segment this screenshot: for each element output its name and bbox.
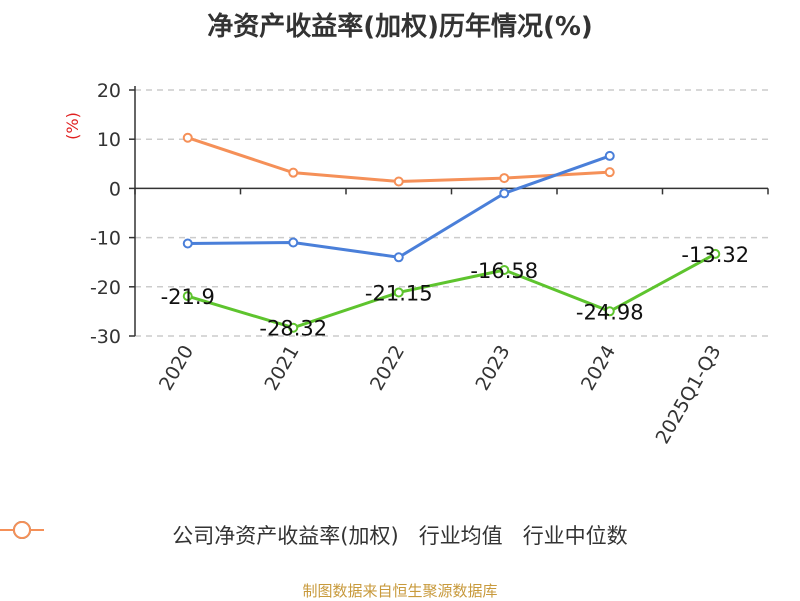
data-point — [182, 238, 193, 249]
data-point — [182, 291, 193, 302]
series-line — [187, 154, 611, 259]
y-tick-label: 10 — [97, 129, 121, 151]
legend-label-industry-mean: 行业均值 — [418, 524, 503, 548]
x-tick-label: 2025Q1-Q3 — [652, 342, 726, 448]
data-point — [182, 132, 193, 143]
data-label: -24.98 — [576, 300, 644, 324]
data-point — [604, 306, 615, 317]
data-label: -13.32 — [681, 243, 749, 267]
series-line — [187, 136, 610, 184]
y-tick-label: -10 — [90, 228, 121, 250]
data-point — [288, 237, 299, 248]
data-point — [393, 287, 404, 298]
data-point — [604, 150, 615, 161]
data-point — [288, 167, 299, 178]
data-point — [604, 167, 615, 178]
x-tick-label: 2022 — [366, 342, 409, 395]
y-tick-label: 0 — [109, 178, 121, 200]
data-point — [710, 248, 721, 259]
data-point — [393, 176, 404, 187]
data-label: -16.58 — [470, 259, 538, 283]
data-point — [288, 322, 299, 333]
data-point — [499, 264, 510, 275]
data-label: -21.9 — [161, 285, 215, 309]
source-footer: 制图数据来自恒生聚源数据库 — [302, 582, 498, 600]
legend-item-company[interactable]: 公司净资产收益率(加权) — [0, 520, 399, 550]
y-tick-label: -30 — [90, 326, 121, 348]
legend-item-industry-mean[interactable]: 行业均值 — [0, 520, 503, 550]
y-tick-label: 20 — [97, 80, 121, 102]
data-point — [393, 252, 404, 263]
legend-label-industry-median: 行业中位数 — [522, 524, 628, 548]
chart-title: 净资产收益率(加权)历年情况(%) — [207, 12, 593, 42]
series-line — [187, 252, 716, 330]
y-axis-unit: (%) — [63, 112, 82, 140]
data-label: -21.15 — [365, 281, 433, 305]
x-tick-label: 2020 — [155, 342, 198, 395]
legend-marker-industry-median — [0, 521, 44, 539]
x-tick-label: 2023 — [471, 342, 514, 395]
legend-label-company: 公司净资产收益率(加权) — [172, 524, 399, 548]
x-tick-label: 2024 — [577, 342, 620, 395]
legend: 公司净资产收益率(加权) 行业均值 行业中位数 — [0, 520, 800, 550]
data-point — [499, 188, 510, 199]
y-tick-label: -20 — [90, 277, 121, 299]
data-point — [499, 173, 510, 184]
data-label: -28.32 — [259, 317, 327, 341]
legend-item-industry-median[interactable]: 行业中位数 — [0, 520, 628, 550]
x-tick-label: 2021 — [260, 342, 303, 395]
